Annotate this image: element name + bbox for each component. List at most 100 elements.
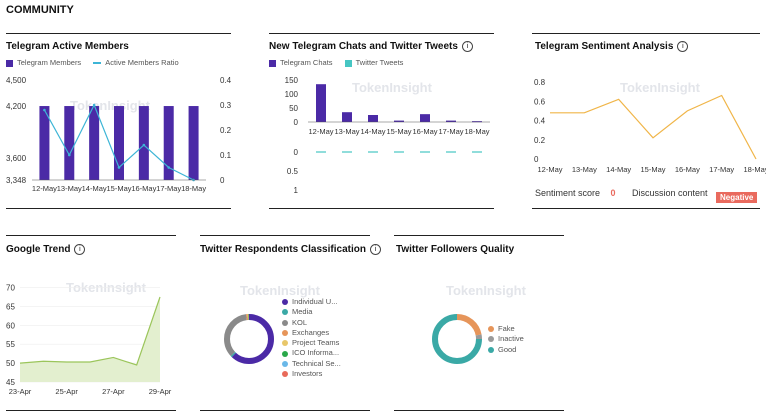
legend-item[interactable]: Inactive xyxy=(488,334,524,344)
legend-label: ICO Informa... xyxy=(292,348,340,358)
legend-swatch xyxy=(93,62,102,65)
x-tick-label: 16-May xyxy=(675,165,700,174)
panel-bottom-rule xyxy=(269,208,494,209)
y-tick-label: 0 xyxy=(534,155,539,164)
legend-item[interactable]: Media xyxy=(282,307,341,317)
telegram-members-chart[interactable]: TokenInsight 4,500 4,200 3,600 3,348 0.4 0.3 0… xyxy=(0,70,240,200)
panel-top-rule xyxy=(394,235,564,236)
telegram-members-legend: Telegram Members Active Members Ratio xyxy=(6,58,179,67)
legend-item[interactable]: Project Teams xyxy=(282,338,341,348)
legend-label: Individual U... xyxy=(292,297,338,306)
y-tick-label: 0.5 xyxy=(287,167,299,176)
chats-tweets-legend: Telegram Chats Twitter Tweets xyxy=(269,58,403,67)
x-tick-label: 14-May xyxy=(82,184,107,193)
legend-item[interactable]: Exchanges xyxy=(282,328,341,338)
y-right-tick-label: 0.2 xyxy=(220,126,232,135)
y-tick-label: 150 xyxy=(285,76,299,85)
legend-label: Technical Se... xyxy=(292,358,341,368)
x-tick-label: 12-May xyxy=(537,165,562,174)
respondents-legend: Individual U... Media KOL Exchanges Project … xyxy=(282,297,341,379)
y-tick-label: 0.2 xyxy=(534,136,546,145)
legend-item[interactable]: Good xyxy=(488,345,524,355)
y-tick-label: 0.6 xyxy=(534,97,546,106)
legend-dot xyxy=(488,336,494,343)
x-tick-label: 16-May xyxy=(131,184,156,193)
x-tick-label: 23-Apr xyxy=(9,387,32,396)
x-tick-label: 18-May xyxy=(181,184,206,193)
info-icon[interactable]: i xyxy=(461,41,473,52)
y-tick-label: 45 xyxy=(6,378,15,387)
legend-item[interactable]: Technical Se... xyxy=(282,359,341,369)
y-tick-label: 60 xyxy=(6,321,15,330)
info-icon[interactable]: i xyxy=(677,41,689,52)
panel-top-rule xyxy=(532,33,760,34)
watermark: TokenInsight xyxy=(446,283,526,298)
y-tick-label: 65 xyxy=(6,302,15,311)
legend-dot xyxy=(282,350,288,357)
legend-swatch xyxy=(269,59,276,67)
discussion-content-label: Discussion content xyxy=(632,188,708,198)
x-tick-label: 18-May xyxy=(743,165,766,174)
y-tick-label: 1 xyxy=(294,186,299,195)
followers-quality-title: Twitter Followers Quality xyxy=(396,244,515,255)
legend-twitter-tweets[interactable]: Twitter Tweets xyxy=(355,58,404,67)
point-active-members-ratio xyxy=(142,143,146,147)
followers-quality-donut[interactable] xyxy=(428,310,486,368)
y-tick-label: 0 xyxy=(294,148,299,157)
legend-swatch xyxy=(344,59,352,67)
panel-top-rule xyxy=(6,33,231,34)
info-icon[interactable]: i xyxy=(369,244,381,255)
legend-item[interactable]: Investors xyxy=(282,369,341,379)
info-icon[interactable]: i xyxy=(74,244,86,255)
legend-item[interactable]: KOL xyxy=(282,318,341,328)
google-trend-title: Google Trend i xyxy=(6,244,86,255)
legend-active-ratio[interactable]: Active Members Ratio xyxy=(105,58,179,67)
legend-dot xyxy=(282,309,288,316)
watermark: TokenInsight xyxy=(240,283,320,298)
respondents-donut[interactable] xyxy=(220,310,278,368)
legend-item[interactable]: Fake xyxy=(488,324,524,334)
bar-telegram-members xyxy=(188,106,199,180)
legend-label: Exchanges xyxy=(292,327,330,337)
sentiment-chart[interactable]: TokenInsight 0.8 0.6 0.4 0.2 012-May 13-May 14… xyxy=(528,70,766,178)
y-tick-label: 0.4 xyxy=(534,117,546,126)
y-right-tick-label: 0.3 xyxy=(220,101,232,110)
discussion-value-badge: Negative xyxy=(716,192,758,203)
line-sentiment xyxy=(550,94,757,160)
legend-dot xyxy=(282,329,288,336)
bar-telegram-chats xyxy=(368,115,378,122)
respondents-title-text: Twitter Respondents Classification xyxy=(200,244,366,256)
y-tick-label: 70 xyxy=(6,284,15,293)
telegram-members-title: Telegram Active Members xyxy=(6,41,129,52)
x-tick-label: 16-May xyxy=(412,127,437,136)
page-title: COMMUNITY xyxy=(6,4,74,16)
y-right-tick-label: 0.4 xyxy=(220,76,232,85)
legend-dot xyxy=(488,346,494,353)
legend-dot xyxy=(282,360,288,367)
bar-telegram-members xyxy=(114,106,124,180)
bar-telegram-members xyxy=(163,106,174,180)
line-google-trend xyxy=(19,296,161,366)
bar-telegram-members xyxy=(89,106,100,180)
legend-item[interactable]: ICO Informa... xyxy=(282,348,341,358)
x-tick-label: 13-May xyxy=(334,127,359,136)
legend-item[interactable]: Individual U... xyxy=(282,297,341,307)
x-tick-label: 25-Apr xyxy=(55,387,78,396)
bar-telegram-chats xyxy=(446,120,456,122)
chats-tweets-chart[interactable]: TokenInsight 150 100 50 0 12-May 13-May 14-May… xyxy=(262,70,502,205)
donut-slice-followers xyxy=(432,314,482,364)
x-tick-label: 12-May xyxy=(32,184,57,193)
sentiment-score-label: Sentiment score xyxy=(535,188,601,198)
y-tick-label: 50 xyxy=(6,359,15,368)
panel-bottom-rule xyxy=(6,410,176,411)
panel-top-rule xyxy=(6,235,176,236)
y-tick-label: 0 xyxy=(294,118,299,127)
x-tick-label: 15-May xyxy=(106,184,131,193)
legend-dot xyxy=(282,319,288,326)
legend-telegram-chats[interactable]: Telegram Chats xyxy=(280,58,333,67)
legend-label: Media xyxy=(292,307,313,317)
legend-telegram-members[interactable]: Telegram Members xyxy=(17,58,82,67)
legend-label: Project Teams xyxy=(292,338,340,348)
x-tick-label: 12-May xyxy=(308,127,333,136)
